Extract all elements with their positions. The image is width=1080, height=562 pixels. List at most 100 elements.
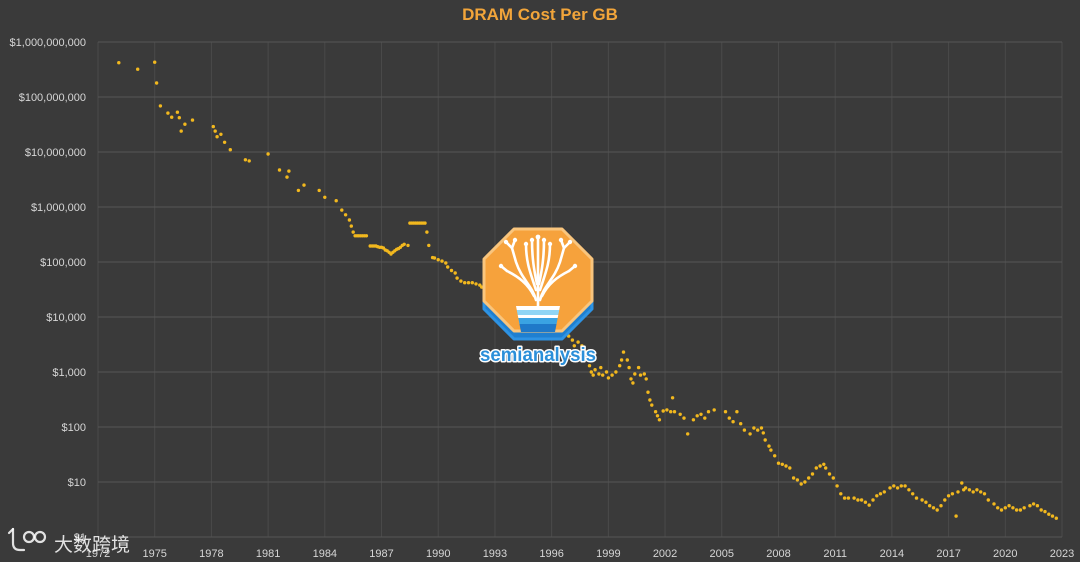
data-point	[739, 422, 743, 426]
data-point	[627, 365, 631, 370]
data-point	[773, 454, 777, 458]
chart-title: DRAM Cost Per GB	[462, 5, 618, 24]
data-point	[788, 466, 792, 470]
data-point	[727, 416, 731, 420]
data-point	[875, 494, 879, 498]
y-tick-label: $100	[62, 422, 86, 434]
y-tick-label: $1,000,000,000	[10, 37, 86, 49]
data-point	[453, 271, 457, 275]
data-point	[1031, 502, 1036, 506]
data-point	[614, 370, 618, 374]
data-point	[610, 373, 614, 377]
data-point	[892, 484, 896, 488]
x-tick-label: 1984	[313, 548, 337, 560]
data-point	[349, 224, 353, 228]
data-point	[703, 416, 707, 420]
data-point	[767, 444, 771, 448]
data-point	[340, 208, 344, 212]
data-point	[636, 365, 641, 370]
data-point	[818, 464, 822, 468]
data-point	[931, 506, 936, 510]
data-point	[618, 364, 622, 368]
data-point	[1014, 508, 1019, 512]
data-point	[170, 115, 174, 119]
semianalysis-logo: semianalysis	[479, 227, 598, 368]
corner-watermark: 大数跨境	[7, 527, 130, 556]
data-point	[903, 484, 907, 488]
x-tick-label: 1990	[426, 548, 450, 560]
y-tick-label: $10	[68, 477, 86, 489]
data-point	[638, 373, 643, 377]
x-tick-label: 2023	[1050, 548, 1074, 560]
data-point	[228, 148, 232, 152]
data-point	[317, 188, 321, 193]
y-tick-label: $100,000,000	[19, 92, 86, 104]
data-point	[213, 129, 217, 133]
data-point	[996, 506, 1000, 510]
data-point	[589, 370, 593, 374]
data-point	[748, 432, 752, 436]
data-point	[871, 498, 875, 502]
data-point	[177, 116, 181, 120]
data-point	[179, 129, 183, 133]
data-point	[444, 261, 448, 265]
data-point	[597, 372, 601, 376]
data-point	[243, 158, 248, 162]
data-point	[810, 472, 815, 476]
data-point	[863, 500, 868, 504]
data-point	[655, 414, 660, 418]
data-point	[761, 431, 765, 435]
x-tick-label: 2020	[993, 548, 1017, 560]
data-point	[928, 504, 932, 508]
data-point	[570, 338, 575, 342]
x-tick-label: 1999	[596, 548, 620, 560]
data-point	[807, 476, 811, 480]
data-point	[682, 416, 686, 420]
data-point	[822, 462, 826, 466]
data-point	[211, 124, 215, 129]
data-point	[653, 410, 658, 414]
tree-nodes	[498, 234, 578, 269]
data-point	[920, 498, 924, 502]
data-point	[440, 259, 444, 263]
data-point	[1007, 504, 1011, 508]
x-tick-label: 1975	[142, 548, 166, 560]
data-point	[672, 410, 677, 414]
data-point	[154, 81, 159, 85]
data-point	[449, 268, 454, 273]
y-tick-label: $100,000	[40, 257, 86, 269]
data-point	[1039, 508, 1043, 512]
data-point	[423, 221, 427, 225]
data-point	[158, 104, 163, 108]
data-point	[695, 414, 699, 418]
y-tick-label: $1,000,000	[31, 202, 86, 214]
data-point	[266, 152, 270, 156]
data-point	[190, 118, 195, 122]
data-point	[215, 135, 219, 139]
y-tick-labels: $1,000,000,000 $100,000,000 $10,000,000 $1,…	[10, 37, 86, 544]
data-point	[842, 496, 847, 500]
data-point	[935, 508, 939, 512]
data-point	[644, 377, 648, 381]
data-point	[882, 490, 886, 494]
data-point	[665, 408, 669, 412]
data-point	[625, 358, 629, 362]
data-point	[846, 496, 851, 500]
data-point	[323, 195, 327, 199]
data-point	[593, 368, 597, 372]
data-point	[824, 466, 828, 470]
data-point	[669, 410, 673, 414]
data-point	[895, 486, 900, 490]
data-point	[831, 476, 835, 480]
data-point	[470, 281, 474, 285]
x-tick-label: 2017	[936, 548, 960, 560]
data-point	[686, 432, 690, 436]
data-point	[914, 496, 919, 500]
data-point	[425, 230, 429, 234]
data-point	[219, 132, 223, 136]
data-points	[117, 60, 1059, 520]
data-point	[1035, 504, 1040, 508]
data-point	[657, 418, 662, 422]
data-point	[432, 256, 437, 260]
data-point	[633, 372, 637, 376]
